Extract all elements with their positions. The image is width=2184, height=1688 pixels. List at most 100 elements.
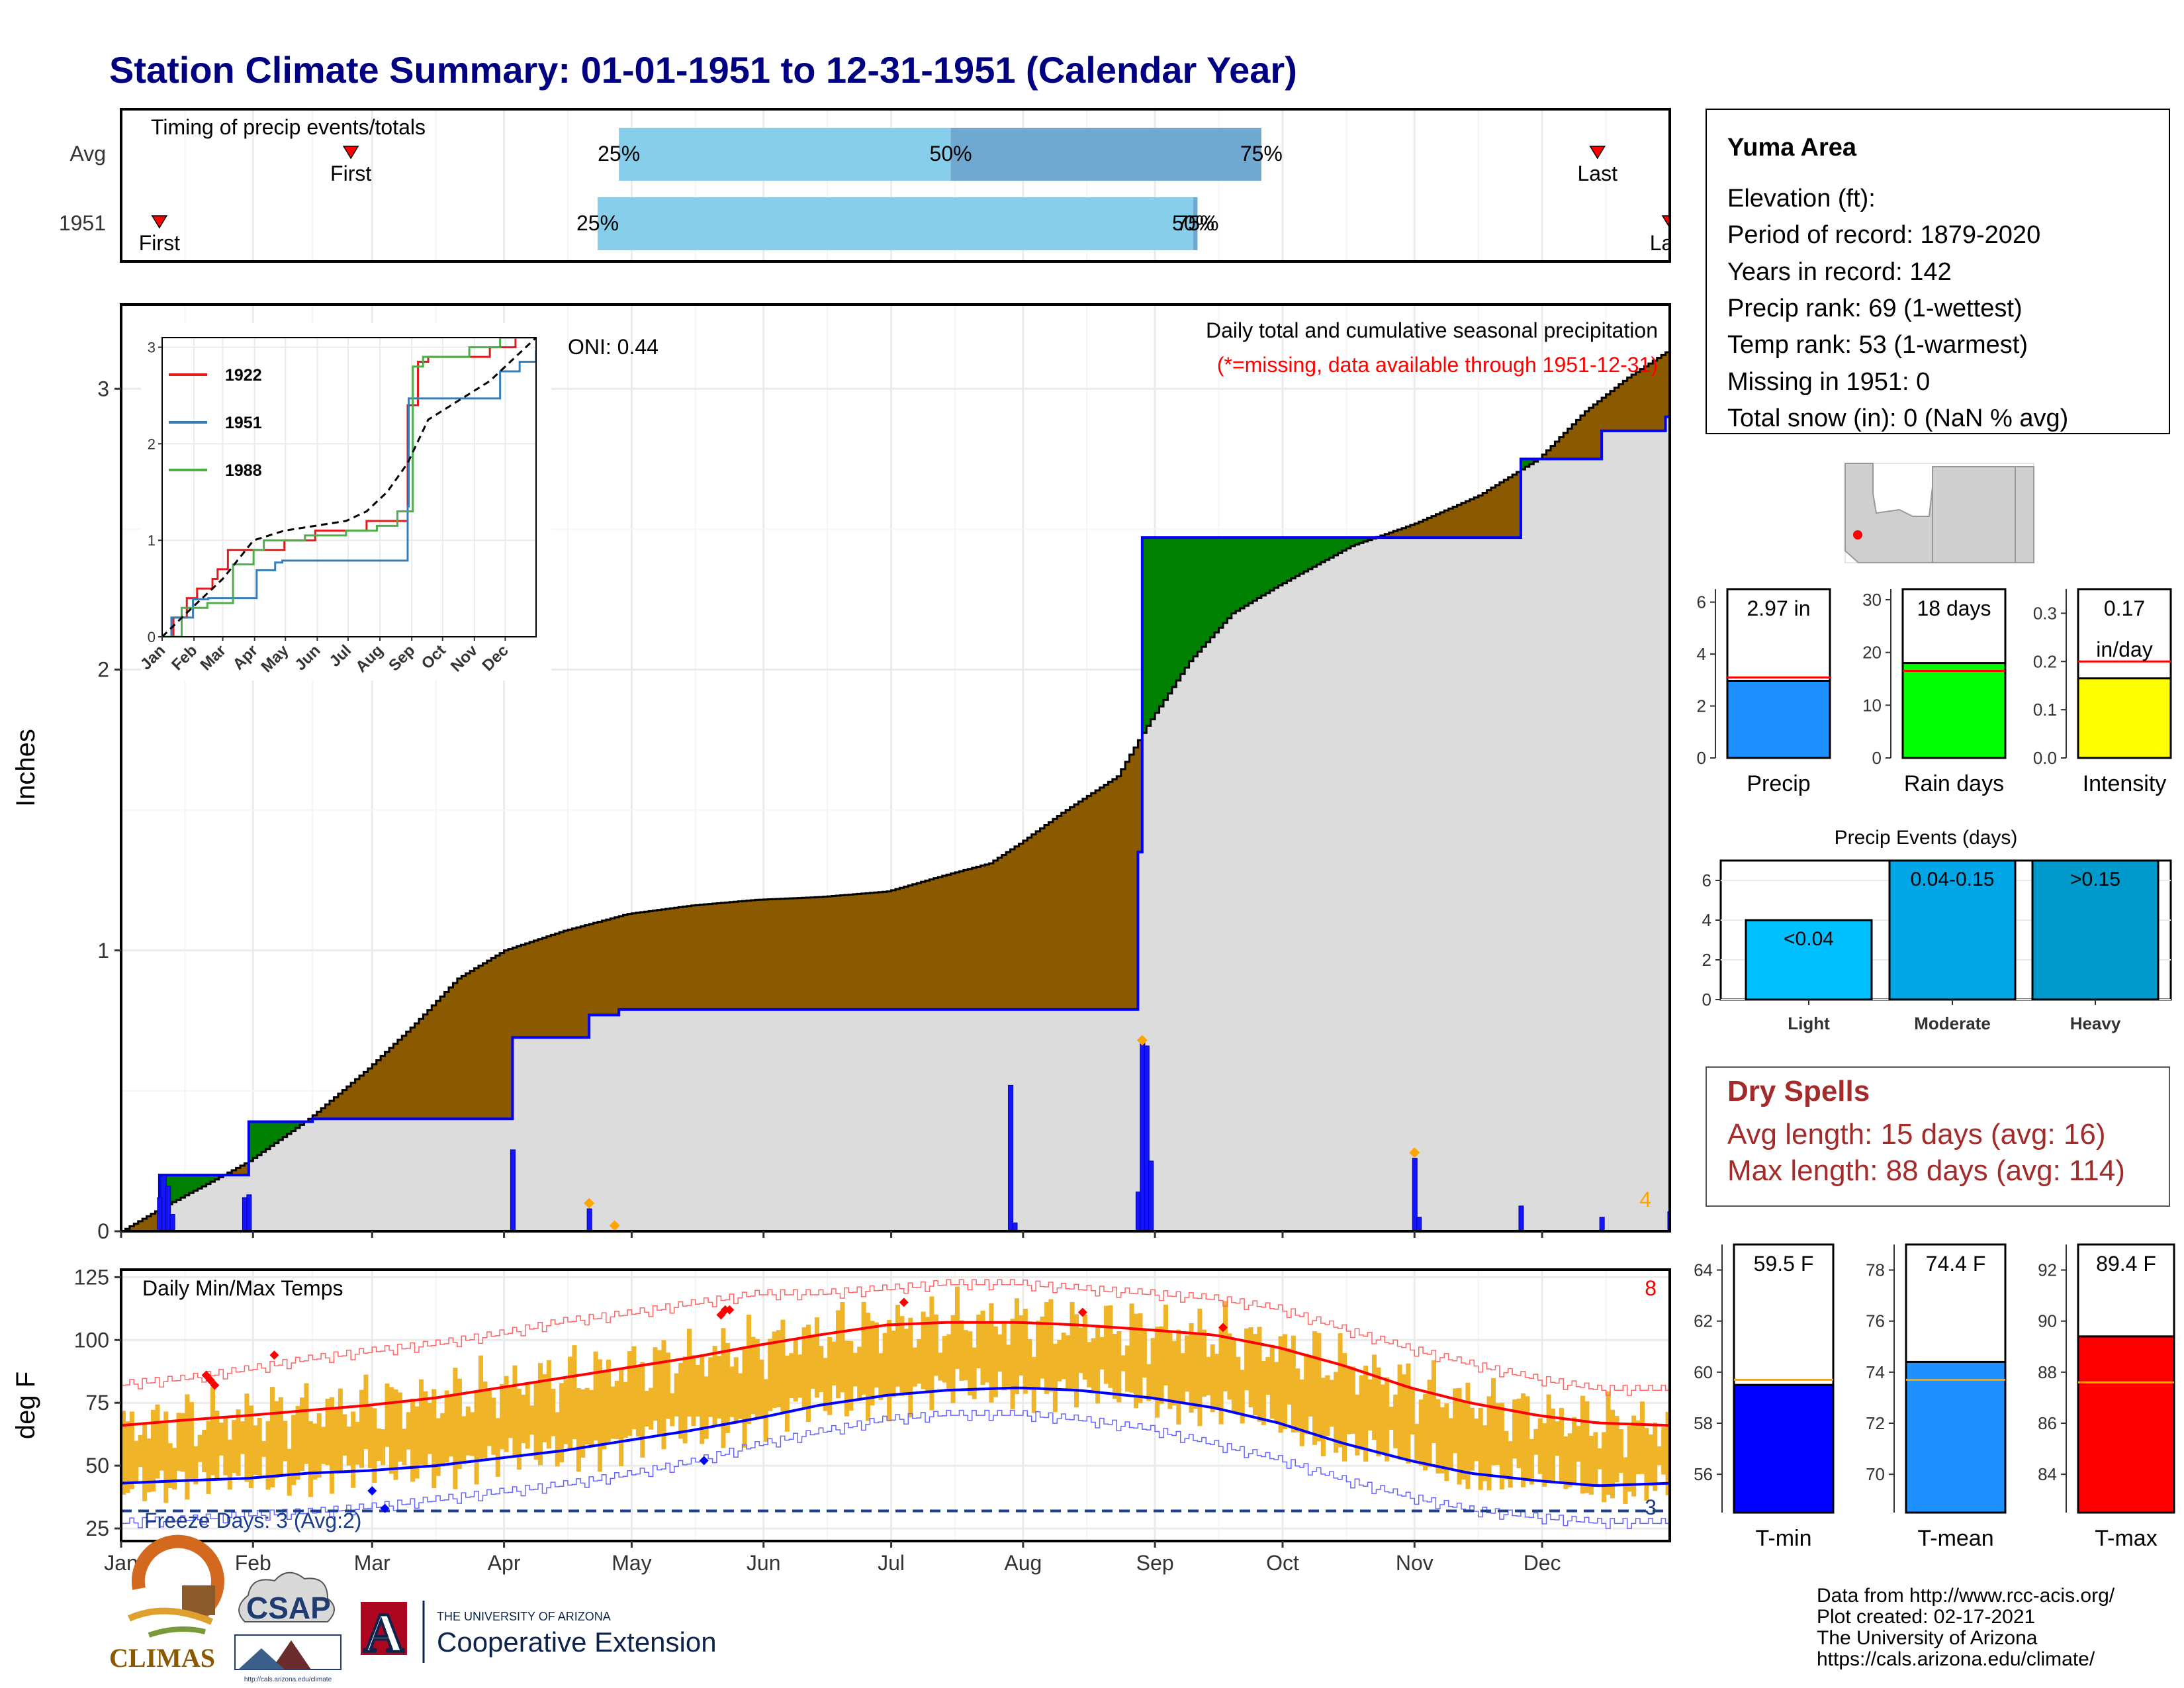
deficit-column <box>819 897 824 1009</box>
deficit-column <box>836 896 841 1009</box>
surplus-column <box>1363 538 1369 542</box>
daily-temp-bar <box>538 1363 543 1466</box>
first-event-label: First <box>330 162 371 185</box>
ua-name: THE UNIVERSITY OF ARIZONA <box>437 1610 611 1623</box>
daily-temp-bar <box>1087 1342 1092 1387</box>
summary-bar-chart-rain-days: 0 10 20 30 18 days Rain days <box>1862 588 2007 796</box>
deficit-column <box>933 878 938 1009</box>
deficit-column <box>682 906 688 1009</box>
surplus-column <box>253 1121 258 1158</box>
daily-temp-bar <box>248 1405 253 1489</box>
daily-temp-bar <box>521 1394 526 1444</box>
daily-temp-bar <box>1261 1360 1266 1425</box>
surplus-column <box>176 1175 181 1200</box>
deficit-column <box>572 928 577 1038</box>
daily-temp-bar <box>457 1378 462 1470</box>
deficit-column <box>389 1048 394 1119</box>
deficit-column <box>1040 828 1045 1009</box>
daily-temp-bar <box>334 1409 339 1472</box>
station-line: Period of record: 1879-2020 <box>1727 221 2040 249</box>
daily-temp-bar <box>1461 1401 1467 1480</box>
daily-temp-bar <box>181 1413 186 1472</box>
daily-temp-bar <box>444 1390 449 1463</box>
deficit-column <box>801 898 807 1009</box>
precip-note: (*=missing, data available through 1951-… <box>1217 353 1658 377</box>
daily-temp-bar <box>1623 1457 1628 1504</box>
deficit-column <box>363 1072 369 1119</box>
surplus-column <box>1278 538 1283 586</box>
daily-temp-bar <box>440 1413 445 1467</box>
daily-temp-bar <box>146 1438 152 1493</box>
daily-temp-bar <box>223 1416 228 1476</box>
daily-temp-bar <box>1299 1380 1304 1446</box>
deficit-column <box>925 880 931 1009</box>
daily-temp-bar <box>342 1414 347 1456</box>
daily-temp-bar <box>1457 1387 1462 1485</box>
daily-temp-bar <box>772 1331 777 1409</box>
deficit-column <box>687 906 692 1009</box>
deficit-column <box>1427 518 1432 538</box>
daily-temp-bar <box>385 1383 390 1447</box>
daily-temp-bar <box>899 1316 905 1396</box>
deficit-column <box>598 921 603 1015</box>
deficit-column <box>993 861 998 1009</box>
deficit-column <box>1388 532 1394 538</box>
daily-temp-bar <box>1593 1432 1598 1486</box>
daily-temp-bar <box>801 1327 807 1410</box>
deficit-column <box>1406 526 1411 538</box>
deficit-column <box>1461 502 1467 538</box>
surplus-column <box>1227 538 1232 618</box>
daily-temp-bar <box>491 1397 496 1455</box>
deficit-column <box>1448 508 1453 538</box>
deficit-column <box>712 904 717 1009</box>
y-tick-label: 0 <box>97 1219 109 1243</box>
deficit-column <box>410 1027 416 1119</box>
deficit-column <box>1385 534 1390 538</box>
daily-temp-bar <box>721 1328 726 1448</box>
surplus-column <box>1236 538 1241 611</box>
extreme-precip-marker <box>1409 1147 1420 1158</box>
daily-temp-bar <box>261 1440 267 1457</box>
daily-temp-bar <box>155 1404 160 1479</box>
temp-extreme-count: 8 <box>1645 1276 1657 1300</box>
summary-value-label: 74.4 F <box>1926 1252 1986 1276</box>
summary-category-label: Rain days <box>1904 771 2004 796</box>
summary-tick-label: 86 <box>2038 1413 2057 1433</box>
daily-temp-bar <box>950 1315 956 1403</box>
surplus-column <box>1214 538 1220 633</box>
daily-temp-bar <box>780 1319 786 1413</box>
station-line: Elevation (ft): <box>1727 185 1876 212</box>
daily-temp-bar <box>227 1439 232 1490</box>
daily-temp-bar <box>308 1421 313 1497</box>
source-line: Data from http://www.rcc-acis.org/ <box>1817 1585 2115 1607</box>
summary-bar-chart-t-min: 56 58 60 62 64 59.5 F T-min <box>1694 1243 1835 1551</box>
deficit-column <box>602 920 607 1015</box>
daily-temp-bar <box>1248 1327 1253 1407</box>
inset-series-line-1951 <box>162 350 536 637</box>
daily-precip-bar <box>510 1149 516 1231</box>
timing-bar-lower <box>619 128 951 181</box>
deficit-column <box>432 1005 437 1119</box>
deficit-column <box>742 901 747 1009</box>
surplus-column <box>1529 459 1534 465</box>
extreme-max-marker <box>201 1370 211 1380</box>
deficit-column <box>985 864 990 1009</box>
daily-temp-bar <box>908 1317 913 1418</box>
daily-precip-bar <box>169 1214 175 1231</box>
daily-temp-bar <box>712 1346 717 1427</box>
timing-row-avg: Avg <box>69 142 106 165</box>
deficit-column <box>138 1221 143 1231</box>
deficit-column <box>678 907 684 1009</box>
daily-temp-bar <box>163 1411 169 1503</box>
deficit-column <box>814 897 819 1009</box>
deficit-column <box>393 1043 398 1119</box>
surplus-column <box>210 1175 216 1182</box>
first-event-marker <box>151 215 168 229</box>
deficit-column <box>568 929 573 1038</box>
deficit-column <box>1665 352 1670 417</box>
daily-temp-bar <box>806 1325 811 1422</box>
daily-temp-bar <box>653 1347 658 1421</box>
summary-category-label: Intensity <box>2083 771 2167 796</box>
deficit-column <box>1474 497 1479 538</box>
month-label: Nov <box>1396 1551 1433 1575</box>
